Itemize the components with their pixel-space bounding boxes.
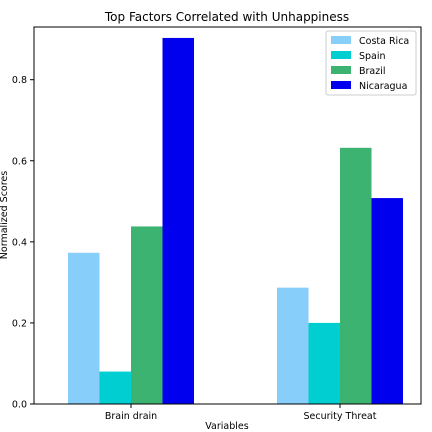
legend-swatch [331, 51, 351, 59]
bar-costa-rica-1 [277, 287, 309, 404]
bar-nicaragua-1 [371, 198, 403, 404]
legend-label: Nicaragua [359, 81, 407, 92]
bars-group [68, 37, 403, 405]
plot-frame [33, 26, 422, 405]
legend-swatch [331, 66, 351, 74]
legend-box [325, 30, 417, 96]
legend-label: Spain [359, 51, 386, 62]
y-axis-label: Normalized Scores [0, 171, 10, 260]
y-tick-label: 0.8 [12, 75, 27, 86]
bar-nicaragua-0 [162, 37, 194, 404]
bar-brazil-1 [340, 147, 372, 405]
y-tick-label: 0.2 [12, 318, 27, 329]
bar-spain-1 [308, 322, 340, 404]
legend-label: Brazil [359, 66, 386, 77]
chart-title: Top Factors Correlated with Unhappiness [104, 10, 349, 24]
y-tick-label: 0.4 [12, 237, 27, 248]
x-axis: Brain drain Security Threat [105, 404, 377, 422]
y-tick-label: 0.0 [12, 400, 27, 411]
y-tick-label: 0.6 [12, 156, 27, 167]
bar-spain-0 [99, 371, 131, 404]
legend-swatch [331, 36, 351, 44]
legend: Costa Rica Spain Brazil Nicaragua [325, 30, 417, 96]
x-tick-label: Brain drain [105, 411, 157, 422]
bar-costa-rica-0 [68, 252, 100, 404]
bar-brazil-0 [131, 226, 163, 404]
y-axis: 0.0 0.2 0.4 0.6 0.8 [12, 75, 34, 411]
x-axis-label: Variables [205, 421, 248, 432]
x-tick-label: Security Threat [304, 411, 377, 422]
legend-swatch [331, 81, 351, 89]
legend-label: Costa Rica [359, 36, 409, 47]
